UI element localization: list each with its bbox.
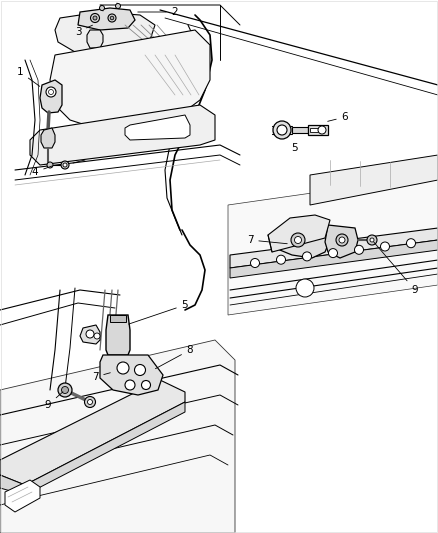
Circle shape [296,279,314,297]
Circle shape [318,126,326,134]
Circle shape [88,400,92,405]
Circle shape [134,365,145,376]
Circle shape [251,259,259,268]
Polygon shape [125,115,190,140]
Text: 4: 4 [32,166,53,177]
Circle shape [116,4,120,9]
Circle shape [125,380,135,390]
Circle shape [381,242,389,251]
Polygon shape [230,240,438,278]
Circle shape [91,13,99,22]
Text: 1: 1 [17,67,40,86]
Polygon shape [87,30,103,48]
Polygon shape [110,315,126,322]
Circle shape [141,381,151,390]
Circle shape [61,161,69,169]
Polygon shape [308,125,328,135]
Polygon shape [310,128,318,132]
Polygon shape [230,228,438,268]
Circle shape [273,121,291,139]
Circle shape [85,397,95,408]
Polygon shape [325,225,358,258]
Circle shape [46,87,56,97]
Circle shape [294,237,301,244]
Text: 9: 9 [374,242,418,295]
Circle shape [354,245,364,254]
Text: 6: 6 [328,112,348,122]
Circle shape [63,163,67,167]
Circle shape [367,235,377,245]
Circle shape [86,330,94,338]
Circle shape [47,162,53,168]
Polygon shape [106,315,130,355]
Text: 2: 2 [138,7,178,17]
Circle shape [328,248,338,257]
Polygon shape [78,8,135,30]
Circle shape [303,252,311,261]
Polygon shape [100,355,163,395]
Text: 9: 9 [45,392,63,410]
Text: 7: 7 [247,235,287,245]
Polygon shape [268,215,330,252]
Circle shape [93,16,97,20]
Circle shape [49,90,53,94]
Polygon shape [292,127,308,133]
Circle shape [58,383,72,397]
Circle shape [108,14,116,22]
Circle shape [276,255,286,264]
Text: 8: 8 [155,345,193,369]
Circle shape [110,16,114,20]
Polygon shape [275,222,330,258]
Circle shape [117,362,129,374]
Circle shape [291,233,305,247]
Circle shape [94,333,100,339]
Text: 5: 5 [292,143,298,153]
Circle shape [61,386,68,393]
Polygon shape [80,325,100,344]
Circle shape [99,5,105,11]
Text: 7: 7 [92,372,110,382]
Circle shape [277,125,287,135]
Text: 3: 3 [75,25,92,37]
Circle shape [406,239,416,248]
Text: 5: 5 [129,300,188,324]
Polygon shape [0,380,185,485]
Polygon shape [5,480,40,512]
Polygon shape [272,126,292,134]
Polygon shape [228,175,438,315]
Polygon shape [50,30,210,130]
Circle shape [336,234,348,246]
Polygon shape [0,340,235,533]
Polygon shape [55,12,155,55]
Circle shape [370,238,374,242]
Polygon shape [0,402,185,495]
Polygon shape [40,80,62,113]
Polygon shape [30,105,215,165]
Polygon shape [41,128,55,148]
Circle shape [339,237,345,243]
Polygon shape [310,155,438,205]
